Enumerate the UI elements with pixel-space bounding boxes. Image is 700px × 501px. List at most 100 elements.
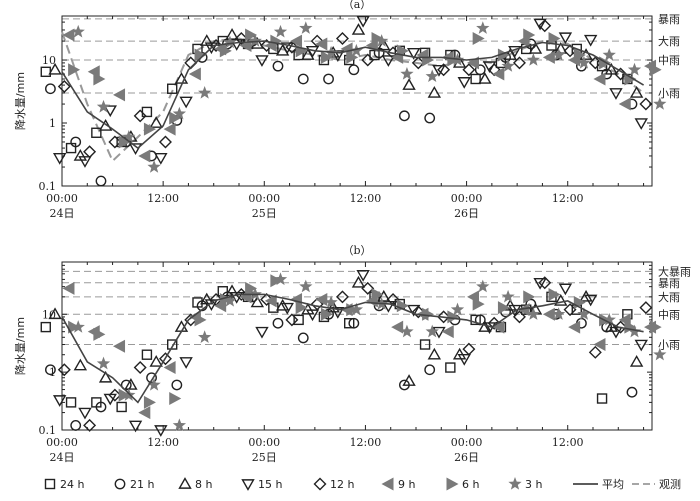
panel-a-point-24h — [167, 83, 178, 94]
panel-a-point-6h — [270, 34, 283, 48]
panel-a-x-tick-label: 12:00 — [350, 192, 382, 205]
panel-a-title: （a） — [343, 0, 372, 11]
panel-b-point-15h — [634, 339, 648, 352]
panel-b-average-line — [61, 293, 644, 404]
panel-a-point-3h — [375, 34, 389, 47]
panel-b-point-8h — [427, 347, 442, 360]
panel-b-y-axis-label: 降水量/mm — [13, 317, 27, 375]
panel-b-point-8h — [98, 370, 113, 383]
panel-b-point-6h — [93, 327, 106, 341]
panel-a-point-21h — [272, 60, 284, 72]
panel-b-point-6h — [270, 274, 283, 288]
panel-a-point-8h — [377, 38, 391, 51]
panel-a-point-12h — [639, 97, 653, 111]
panel-b-point-6h — [523, 290, 536, 304]
legend-marker — [508, 477, 522, 490]
panel-b-point-15h — [128, 420, 143, 433]
panel-a-point-3h — [299, 21, 313, 34]
panel-b-point-15h — [406, 304, 421, 317]
panel-a-point-12h — [335, 31, 349, 45]
panel-b-y-tick-label: 0.1 — [39, 424, 57, 437]
panel-b-point-3h — [273, 272, 288, 286]
panel-b-point-6h — [245, 281, 258, 295]
panel-b-point-24h — [65, 397, 77, 408]
panel-b-point-8h — [250, 295, 265, 308]
panel-b-threshold-label: 大暴雨 — [658, 264, 691, 278]
panel-b-point-6h — [422, 307, 435, 321]
panel-b-point-21h — [70, 420, 82, 431]
panel-b-point-3h — [198, 330, 212, 343]
panel-a-point-3h — [248, 34, 262, 47]
legend-label: 8 h — [195, 478, 212, 491]
panel-b-point-12h — [57, 363, 71, 377]
panel-a-point-3h — [349, 43, 364, 57]
panel-a-point-3h — [147, 160, 161, 173]
legend-label: 6 h — [462, 478, 479, 491]
panel-b-point-12h — [158, 352, 172, 366]
panel-b-x-tick-label: 00:00 — [46, 436, 78, 449]
panel-b-point-6h — [447, 310, 460, 324]
panel-a-point-3h — [223, 35, 237, 49]
panel-b-point-12h — [83, 418, 97, 432]
panel-b-point-15h — [255, 326, 269, 339]
panel-a-point-3h — [653, 97, 667, 110]
panel-b-point-12h — [108, 388, 122, 402]
panel-a-point-9h — [113, 88, 126, 102]
panel-b-x-tick-label: 00:00 — [248, 436, 280, 449]
panel-a-point-15h — [583, 34, 598, 47]
panel-a-x-tick-label: 00:00 — [248, 192, 280, 205]
panel-a-point-3h — [501, 59, 515, 72]
legend-marker — [44, 478, 56, 490]
panel-b-point-24h — [167, 339, 178, 350]
panel-b-point-15h — [280, 302, 294, 315]
panel-b-point-21h — [424, 364, 436, 376]
legend-label: 9 h — [398, 478, 415, 491]
panel-a-threshold-label: 暴雨 — [658, 13, 680, 26]
panel-b-title: （b） — [342, 244, 371, 257]
panel-a-point-3h — [476, 21, 490, 34]
panel-a-point-8h — [478, 72, 492, 84]
panel-b-point-24h — [445, 362, 456, 373]
panel-a-point-8h — [351, 23, 366, 35]
panel-a-point-12h — [310, 34, 324, 48]
panel-a-point-12h — [614, 67, 628, 81]
panel-a-point-15h — [179, 96, 193, 109]
panel-a: （a） 小雨 中雨 大雨 暴雨 0.1 1 10 降水量/mm 00:00 24日 12:00 00:0… — [13, 0, 680, 220]
panel-a-point-3h — [602, 48, 616, 61]
panel-b-point-6h — [396, 299, 409, 313]
panel-b-point-3h — [552, 307, 566, 320]
panel-b-point-24h — [141, 349, 153, 360]
panel-a-point-6h — [371, 31, 384, 45]
panel-b-threshold-label: 中雨 — [658, 308, 680, 321]
panel-b-point-8h — [149, 355, 163, 367]
panel-a-point-12h — [487, 63, 501, 77]
panel-a-point-15h — [634, 118, 648, 130]
panel-a-point-15h — [331, 50, 345, 62]
panel-b-point-15h — [583, 294, 598, 307]
panel-a-point-8h — [48, 62, 62, 75]
panel-a-point-12h — [108, 135, 122, 149]
panel-b-point-12h — [512, 310, 526, 324]
legend-marker — [114, 478, 126, 490]
panel-a-x-tick-label: 12:00 — [552, 192, 584, 205]
panel-b-point-15h — [381, 300, 396, 313]
panel-a-point-15h — [609, 88, 623, 100]
panel-b-point-24h — [596, 393, 608, 404]
panel-a-point-9h — [542, 50, 555, 64]
panel-b-point-24h — [293, 314, 304, 326]
panel-a-point-12h — [411, 56, 425, 70]
panel-b-point-9h — [62, 281, 75, 295]
legend-label: 15 h — [258, 478, 282, 491]
panel-a-point-9h — [138, 149, 151, 163]
panel-b-point-6h — [118, 388, 131, 402]
panel-a-point-3h — [71, 24, 85, 38]
panel-b-point-8h — [200, 292, 214, 305]
panel-a-x-date-label: 26日 — [454, 207, 479, 220]
panel-a-point-21h — [95, 175, 107, 187]
panel-b-point-6h — [320, 307, 333, 321]
panel-b-point-9h — [113, 339, 126, 353]
panel-b-plot-frame — [61, 261, 653, 431]
panel-a-point-6h — [118, 135, 131, 149]
panel-a-point-12h — [563, 44, 577, 58]
legend-label: 21 h — [130, 478, 154, 491]
